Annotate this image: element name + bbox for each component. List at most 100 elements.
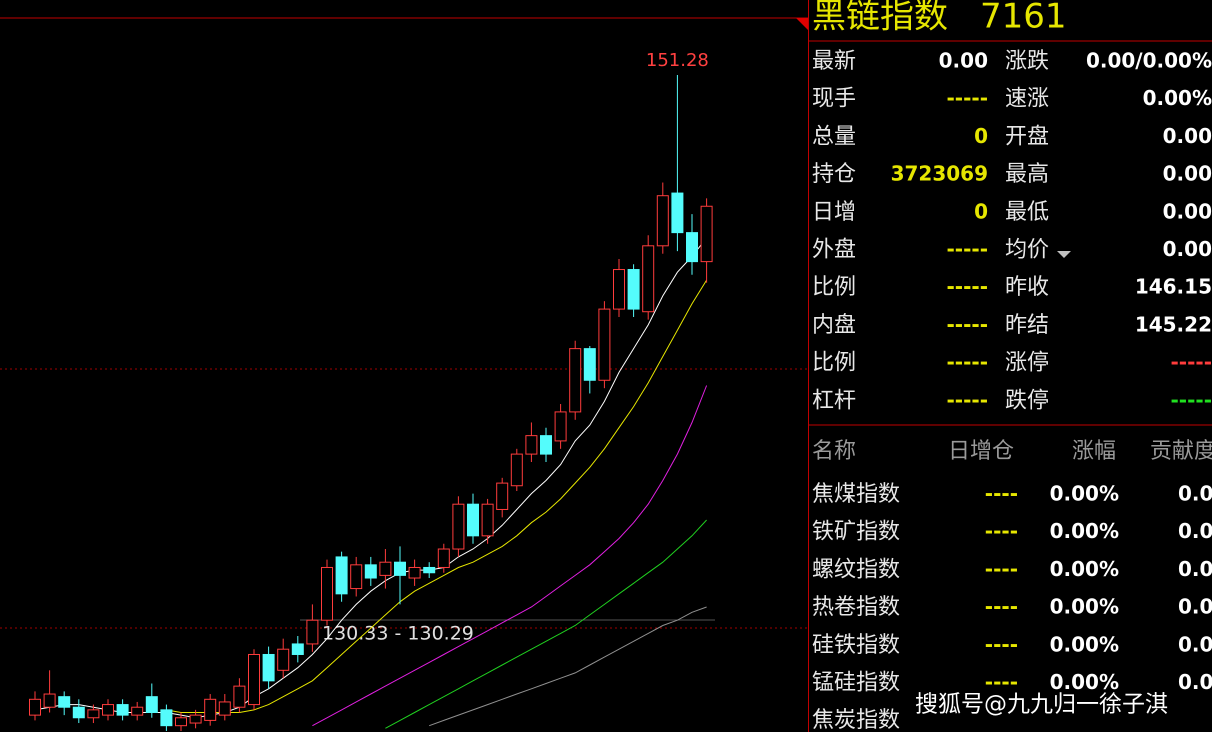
candle-body: [481, 503, 494, 537]
quote-label: 昨结: [1005, 313, 1049, 338]
candle-body: [58, 696, 71, 708]
quote-title: 黑链指数: [812, 0, 948, 37]
quote-label: 外盘: [812, 238, 856, 263]
candle-body: [671, 192, 684, 234]
quote-value: 0.00: [1163, 199, 1212, 223]
quote-label: 速涨: [1005, 87, 1049, 112]
high-label: 151.28: [646, 50, 709, 71]
candle-body: [554, 411, 567, 442]
candle-body: [408, 566, 421, 579]
component-value: ----: [985, 670, 1018, 694]
component-value: ----: [985, 482, 1018, 506]
candle-body: [364, 564, 377, 579]
candle-body: [248, 653, 260, 706]
quote-value: -----: [946, 86, 988, 110]
quote-label: 现手: [812, 87, 856, 112]
component-value: ----: [985, 595, 1018, 619]
quote-value: 145.22: [1135, 312, 1212, 336]
candle-body: [175, 717, 187, 727]
candle-body: [394, 561, 406, 576]
candle-body: [277, 648, 290, 671]
quote-value: -----: [1170, 388, 1212, 412]
candle-body: [525, 435, 538, 455]
component-name: 铁矿指数: [812, 520, 900, 545]
component-value: 0.00: [1178, 595, 1212, 619]
quote-code: 7161: [980, 0, 1067, 37]
candle-body: [379, 561, 392, 576]
component-value: 0.00%: [1050, 482, 1119, 506]
candle-body: [583, 348, 596, 381]
table-header: 日增仓: [948, 439, 1014, 464]
component-value: 0.00%: [1050, 557, 1119, 581]
candle-body: [131, 706, 144, 716]
candle-body: [496, 482, 509, 510]
component-value: 0.00: [1178, 632, 1212, 656]
candle-body: [452, 503, 465, 550]
candle-body: [321, 566, 333, 621]
quote-value: 0.00: [1163, 162, 1212, 186]
quote-value: -----: [1170, 350, 1212, 374]
candle-body: [204, 698, 217, 721]
candle-body: [87, 709, 100, 719]
quote-label: 最低: [1005, 200, 1049, 225]
quote-label: 涨跌: [1005, 49, 1049, 74]
candle-body: [29, 698, 41, 716]
component-name: 热卷指数: [812, 595, 900, 620]
candle-body: [160, 709, 173, 727]
candle-body: [700, 205, 713, 263]
candle-body: [43, 693, 56, 708]
quote-value: -----: [946, 312, 988, 336]
candle-body: [145, 696, 158, 713]
component-value: ----: [985, 519, 1018, 543]
candle-body: [262, 653, 275, 682]
quote-value: 0.00%: [1143, 86, 1212, 110]
corner-marker: [796, 18, 808, 30]
candle-body: [189, 714, 202, 724]
candle-body: [467, 503, 479, 537]
table-header: 名称: [812, 439, 856, 464]
ma-line: [385, 519, 707, 729]
quote-panel: 最新 0.00 涨跌 0.00/0.00% 现手 ----- 速涨 0.00% 总量 0 开盘 0.0…: [812, 49, 1212, 732]
component-name: 焦煤指数: [812, 482, 900, 507]
candle-body: [642, 245, 655, 313]
candle-body: [291, 643, 304, 655]
marker-label: 130.33 - 130.29: [322, 623, 474, 645]
component-value: 0.00%: [1050, 632, 1119, 656]
quote-value: 146.15: [1135, 275, 1212, 299]
candle-body: [613, 269, 625, 310]
table-header: 贡献度: [1150, 439, 1212, 464]
component-name: 螺纹指数: [812, 557, 900, 582]
candle-body: [306, 619, 319, 645]
quote-label: 均价: [1005, 238, 1049, 263]
candle-body: [72, 706, 85, 719]
quote-value: 0.00: [1163, 124, 1212, 148]
quote-label: 涨停: [1005, 351, 1049, 376]
candle-body: [510, 453, 523, 487]
quote-value: 3723069: [891, 162, 988, 186]
quote-value: 0: [974, 199, 988, 223]
candle-body: [437, 548, 450, 568]
quote-label: 比例: [812, 351, 856, 376]
candles: 151.28: [29, 50, 713, 731]
dropdown-arrow[interactable]: [1057, 251, 1071, 258]
quote-value: 0.00: [939, 49, 988, 73]
quote-label: 杠杆: [812, 388, 856, 413]
quote-value: -----: [946, 237, 988, 261]
quote-value: -----: [946, 275, 988, 299]
candle-body: [569, 348, 582, 413]
candle-body: [540, 435, 552, 455]
quote-value: -----: [946, 388, 988, 412]
quote-label: 总量: [812, 124, 856, 149]
candle-body: [335, 556, 348, 595]
candle-body: [598, 308, 611, 381]
candle-body: [116, 704, 129, 716]
quote-label: 内盘: [812, 313, 856, 338]
watermark: 搜狐号@九九归一徐子淇: [915, 692, 1168, 718]
component-value: 0.00: [1178, 482, 1212, 506]
candle-body: [350, 564, 363, 590]
component-value: 0.00%: [1050, 519, 1119, 543]
table-header: 涨幅: [1072, 439, 1116, 464]
quote-label: 开盘: [1005, 124, 1049, 149]
